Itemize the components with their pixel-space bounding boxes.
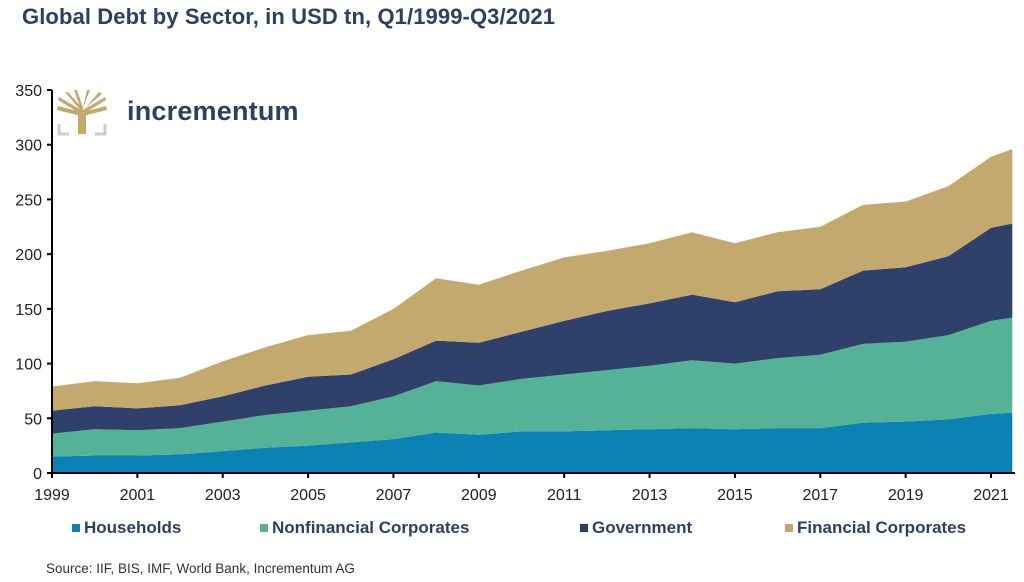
x-tick-label: 2005 <box>290 487 326 504</box>
y-tick-label: 100 <box>15 357 42 374</box>
source-note: Source: IIF, BIS, IMF, World Bank, Incre… <box>46 561 355 576</box>
area-nonfinancial-corporates <box>52 317 1013 457</box>
legend-label: Government <box>592 518 693 537</box>
area-financial-corporates <box>52 149 1013 411</box>
legend-item-financial-corporates: Financial Corporates <box>785 518 966 538</box>
x-tick-label: 2019 <box>888 487 924 504</box>
y-tick-label: 350 <box>15 83 42 100</box>
legend-label: Financial Corporates <box>797 518 967 537</box>
legend-swatch-nonfinancial-corporates <box>260 524 268 532</box>
area-households <box>52 412 1013 473</box>
x-tick-label: 1999 <box>34 487 70 504</box>
x-tick-label: 2001 <box>120 487 156 504</box>
x-tick-label: 2011 <box>547 487 582 504</box>
y-tick-label: 300 <box>15 138 42 155</box>
legend-item-nonfinancial-corporates: Nonfinancial Corporates <box>260 518 469 538</box>
x-tick-label: 2003 <box>205 487 241 504</box>
legend-label: Nonfinancial Corporates <box>272 518 470 537</box>
y-tick-label: 200 <box>15 247 42 264</box>
area-government <box>52 223 1013 434</box>
chart-title: Global Debt by Sector, in USD tn, Q1/199… <box>22 4 556 29</box>
y-tick-label: 250 <box>15 192 42 209</box>
legend-item-government: Government <box>580 518 692 538</box>
y-tick-label: 0 <box>33 466 42 483</box>
brand-logo-text: incrementum <box>127 96 299 126</box>
chart-legend: Households Nonfinancial Corporates Gover… <box>0 518 1024 542</box>
y-tick-label: 50 <box>24 411 42 428</box>
y-tick-label: 150 <box>15 302 42 319</box>
x-tick-label: 2013 <box>632 487 668 504</box>
area-layers <box>52 149 1013 473</box>
legend-swatch-financial-corporates <box>785 524 793 532</box>
x-tick-label: 2017 <box>802 487 838 504</box>
legend-swatch-households <box>72 524 80 532</box>
x-tick-label: 2021 <box>973 487 1009 504</box>
x-tick-label: 2007 <box>376 487 412 504</box>
legend-item-households: Households <box>72 518 181 538</box>
axes: 0 50 100 150 200 250 300 350 1999 2001 2003 2005 200… <box>15 83 1015 504</box>
x-tick-label: 2015 <box>717 487 753 504</box>
tree-icon <box>57 90 107 136</box>
x-tick-label: 2009 <box>461 487 497 504</box>
legend-label: Households <box>84 518 182 537</box>
legend-swatch-government <box>580 524 588 532</box>
